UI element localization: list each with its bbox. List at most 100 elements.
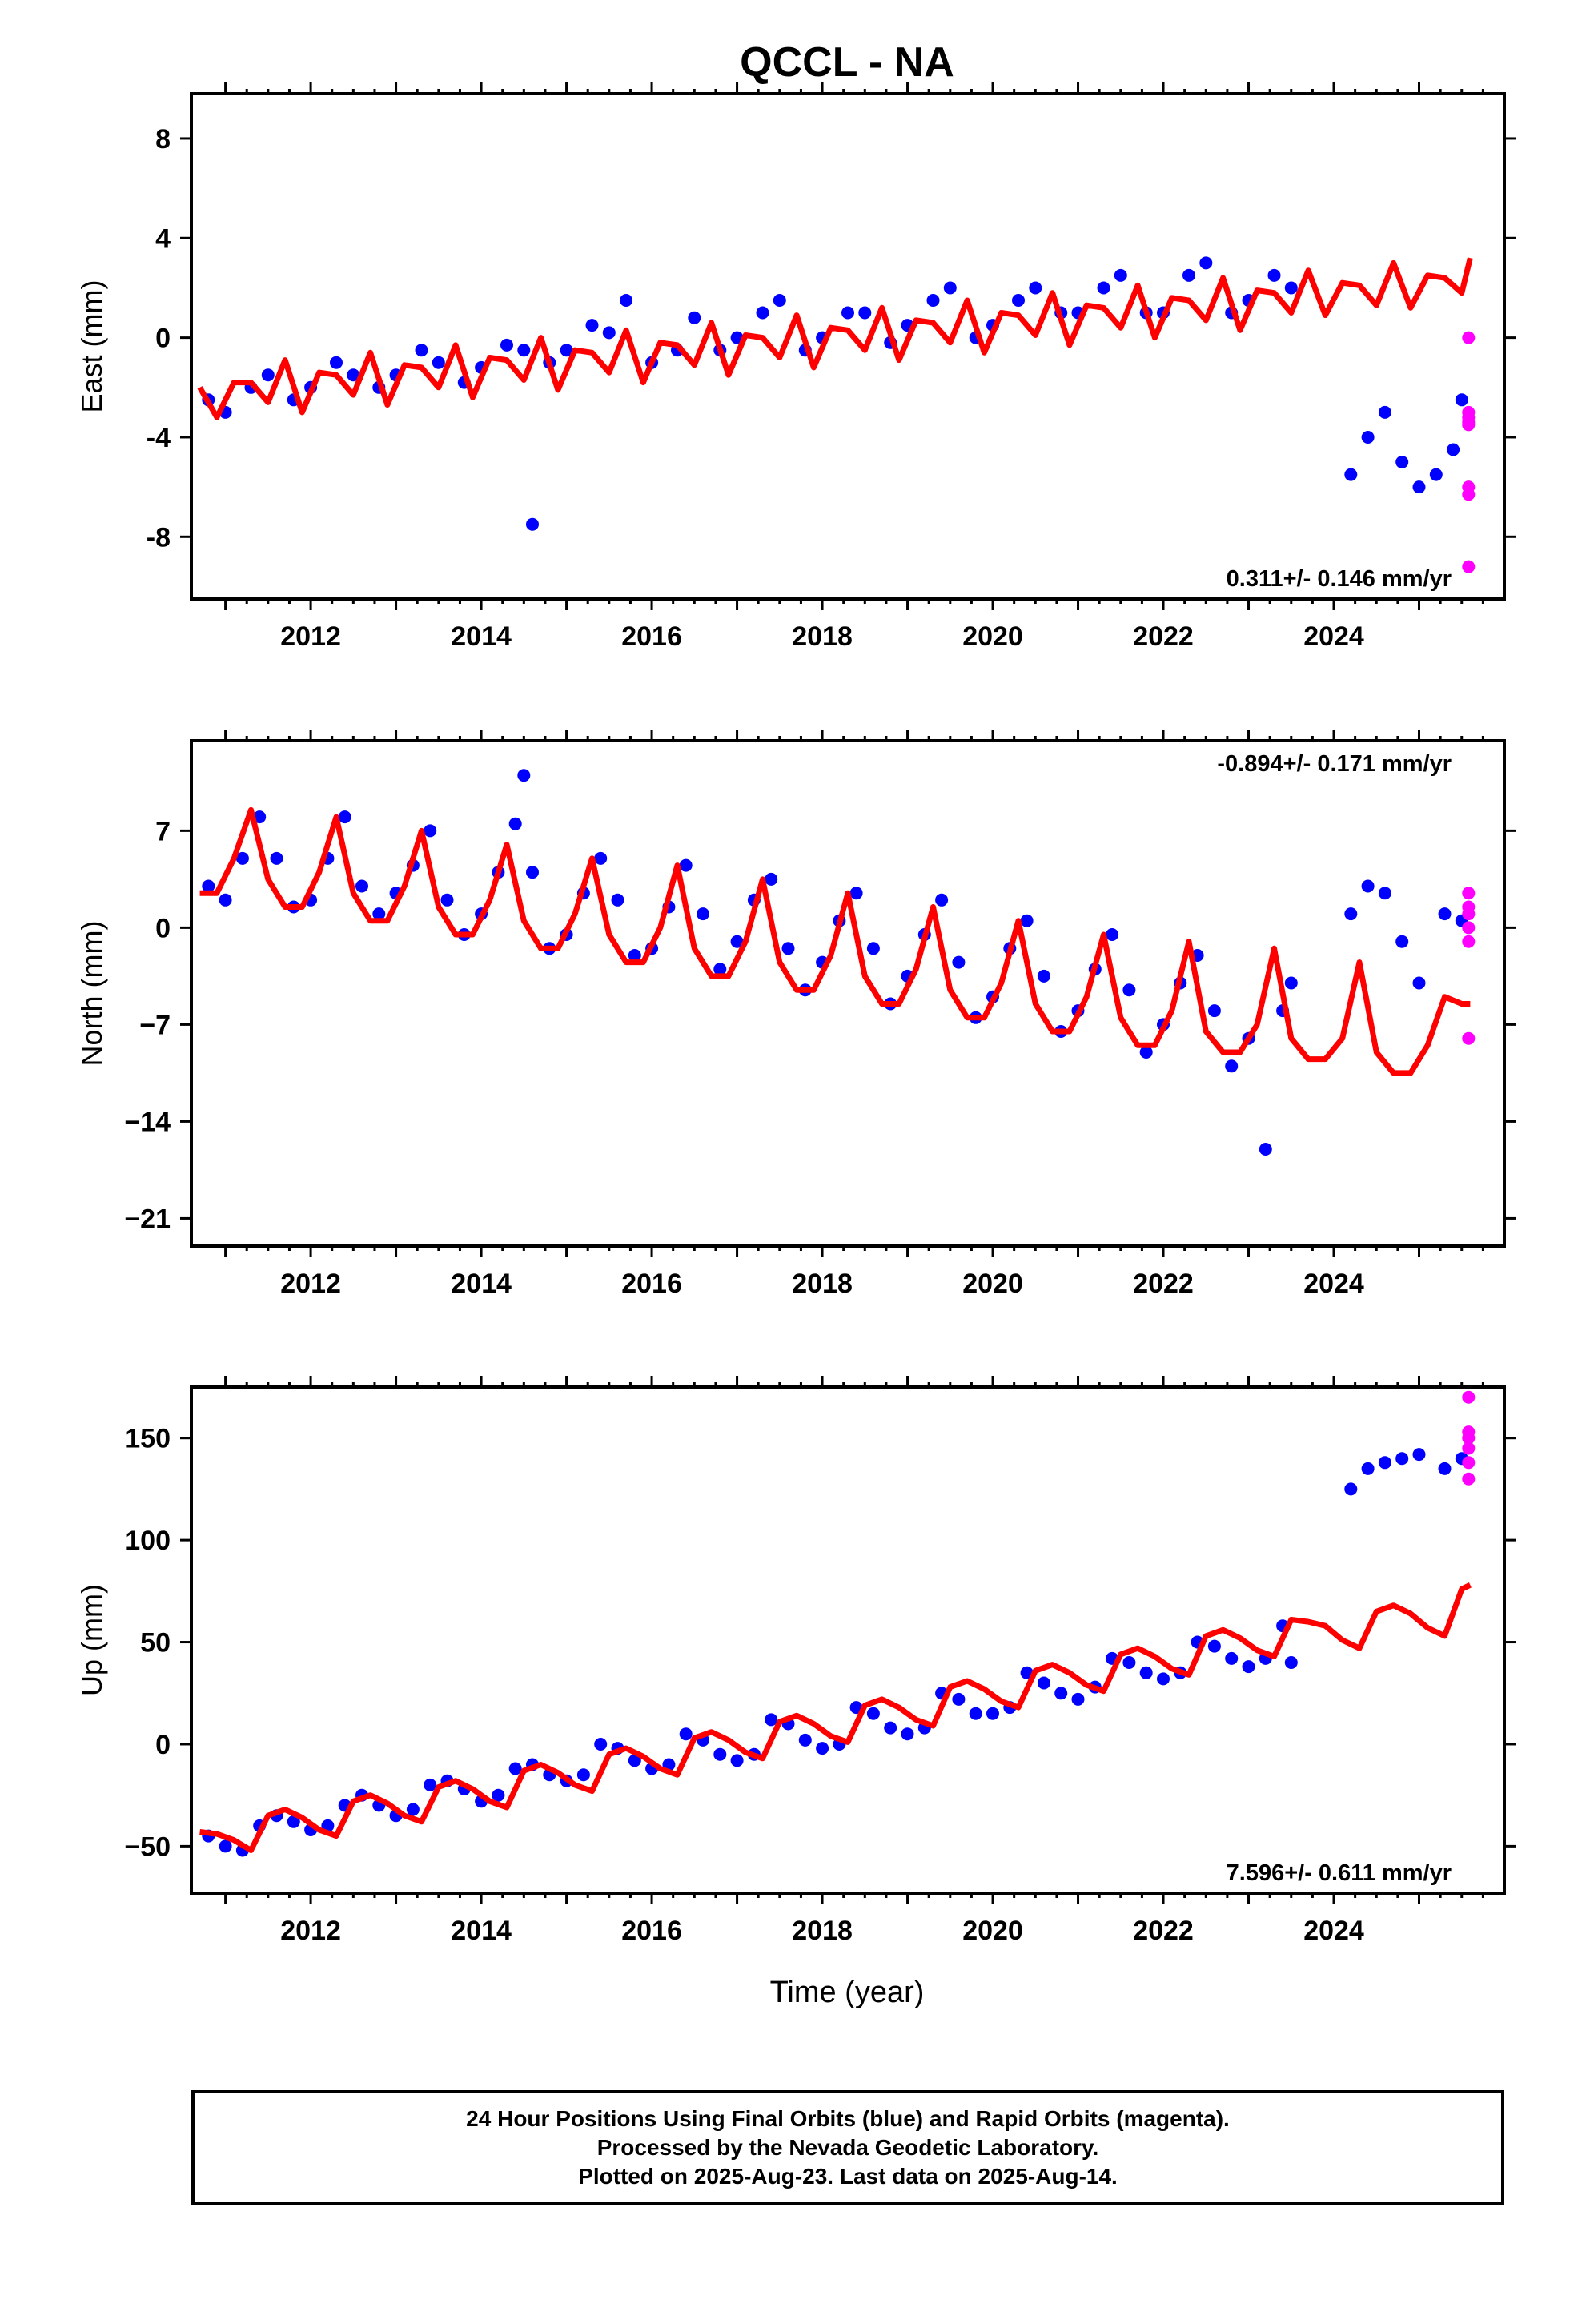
chart-title: QCCL - NA: [740, 39, 954, 86]
final-orbit-point: [1207, 1639, 1221, 1653]
final-orbit-point: [679, 858, 693, 872]
final-orbit-point: [424, 1778, 437, 1791]
final-orbit-point: [943, 281, 957, 295]
final-orbit-point: [517, 344, 531, 357]
final-orbit-point: [773, 294, 786, 307]
y-tick-label: 0: [155, 1730, 171, 1760]
final-orbit-point: [935, 893, 949, 907]
final-orbit-point: [849, 887, 863, 900]
footer-line-3: Plotted on 2025-Aug-23. Last data on 202…: [578, 2164, 1118, 2189]
x-tick-label: 2024: [1303, 1916, 1364, 1946]
final-orbit-point: [1361, 1462, 1375, 1475]
x-tick-label: 2018: [792, 1269, 853, 1299]
final-orbit-point: [287, 1815, 300, 1828]
y-tick-label: 0: [155, 913, 171, 943]
final-orbit-point: [1455, 393, 1468, 407]
final-orbit-point: [952, 955, 966, 969]
final-orbit-point: [1344, 468, 1358, 481]
final-orbit-point: [1114, 268, 1127, 282]
y-tick-label: −14: [124, 1107, 171, 1137]
x-tick-label: 2022: [1133, 1269, 1194, 1299]
final-orbit-point: [866, 1707, 880, 1720]
final-orbit-point: [1097, 281, 1110, 295]
final-orbit-point: [330, 356, 343, 369]
final-orbit-point: [884, 1721, 897, 1735]
final-orbit-point: [969, 1707, 982, 1720]
final-orbit-point: [866, 942, 880, 955]
final-orbit-point: [1020, 914, 1034, 927]
final-orbit-point: [261, 368, 275, 382]
final-orbit-point: [1225, 1059, 1239, 1073]
final-orbit-point: [1412, 1448, 1426, 1462]
x-tick-label: 2014: [451, 621, 512, 652]
final-orbit-point: [986, 1707, 999, 1720]
final-orbit-point: [756, 306, 769, 320]
final-orbit-point: [270, 851, 283, 865]
rapid-orbit-point: [1462, 416, 1476, 429]
final-orbit-point: [1395, 935, 1409, 948]
x-tick-label: 2016: [621, 1916, 682, 1946]
x-tick-label: 2016: [621, 621, 682, 652]
final-orbit-point: [347, 368, 360, 382]
final-orbit-point: [355, 879, 368, 893]
final-orbit-point: [1054, 1687, 1068, 1700]
final-orbit-point: [432, 356, 445, 369]
rapid-orbit-point: [1462, 331, 1476, 344]
final-orbit-point: [594, 1738, 608, 1751]
y-tick-label: −50: [124, 1831, 171, 1862]
final-orbit-point: [1412, 976, 1426, 990]
final-orbit-point: [1029, 281, 1042, 295]
final-orbit-point: [1012, 294, 1025, 307]
final-orbit-point: [1412, 480, 1426, 494]
y-tick-label: 4: [155, 223, 171, 254]
data-layer: [197, 256, 1476, 573]
final-orbit-point: [781, 942, 795, 955]
final-orbit-point: [679, 1727, 693, 1741]
final-orbit-point: [765, 1713, 778, 1727]
final-orbit-point: [440, 893, 454, 907]
y-tick-label: 7: [155, 816, 171, 846]
final-orbit-point: [858, 306, 872, 320]
final-orbit-point: [1267, 268, 1281, 282]
x-tick-label: 2020: [962, 621, 1023, 652]
y-tick-label: -4: [147, 423, 171, 453]
final-orbit-point: [372, 907, 386, 921]
final-orbit-point: [1284, 976, 1298, 990]
final-orbit-point: [406, 1803, 420, 1816]
final-orbit-point: [1361, 431, 1375, 444]
y-tick-label: −7: [139, 1010, 171, 1040]
rate-annotation: -0.894+/- 0.171 mm/yr: [1217, 751, 1452, 777]
data-layer: [199, 769, 1476, 1156]
plot-frame: [190, 92, 1506, 601]
y-tick-label: −21: [124, 1204, 171, 1234]
final-orbit-point: [1429, 468, 1443, 481]
final-orbit-point: [1157, 1672, 1170, 1686]
final-orbit-point: [1122, 1656, 1136, 1669]
rapid-orbit-point: [1462, 1431, 1476, 1445]
final-orbit-point: [1037, 969, 1050, 983]
rapid-orbit-point: [1462, 488, 1476, 501]
rapid-orbit-point: [1462, 1472, 1476, 1486]
final-orbit-point: [492, 1788, 505, 1802]
final-orbit-point: [901, 1727, 914, 1741]
final-orbit-point: [1139, 1046, 1153, 1059]
model-curve: [199, 806, 1471, 1076]
final-orbit-point: [508, 1762, 522, 1775]
final-orbit-point: [1242, 1660, 1255, 1674]
final-orbit-point: [1395, 456, 1409, 468]
final-orbit-point: [1225, 1651, 1239, 1665]
final-orbit-point: [219, 1839, 232, 1853]
plot-frame: [190, 739, 1506, 1248]
rapid-orbit-point: [1462, 921, 1476, 935]
x-tick-label: 2014: [451, 1916, 512, 1946]
final-orbit-point: [730, 935, 744, 948]
x-tick-label: 2012: [280, 621, 341, 652]
y-tick-label: 0: [155, 324, 171, 354]
final-orbit-point: [798, 1733, 812, 1747]
y-axis-label: East (mm): [75, 280, 108, 413]
final-orbit-point: [1344, 907, 1358, 921]
x-tick-label: 2022: [1133, 621, 1194, 652]
final-orbit-point: [1378, 1456, 1391, 1470]
final-orbit-point: [628, 949, 641, 962]
rapid-orbit-point: [1462, 1441, 1476, 1455]
